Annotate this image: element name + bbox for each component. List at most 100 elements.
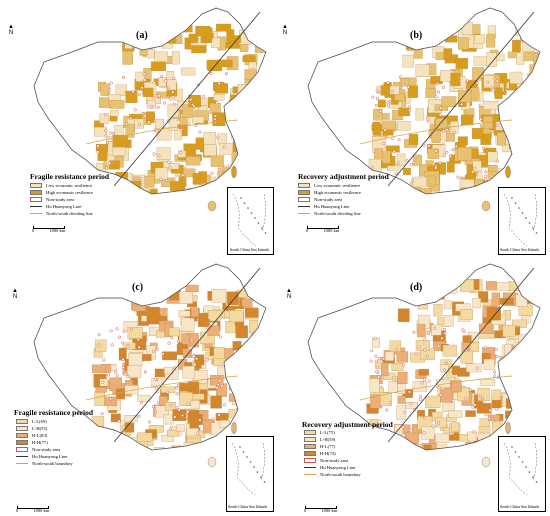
legend-line-symbol: [16, 463, 28, 464]
china-map: [33, 7, 267, 212]
legend: Low economic resilience High economic res…: [30, 182, 93, 217]
legend-label: H-L(83): [32, 433, 48, 438]
map-panel-b: ▲ N (b) Recovery adjustment period Low ec…: [276, 2, 548, 258]
scale-bar-line: [305, 506, 337, 509]
panel-label: (d): [410, 282, 423, 293]
north-arrow-icon: ▲ N: [282, 24, 288, 36]
map-panel-c: ▲ N (c) Fragile resistance period L-L(69)…: [2, 258, 274, 514]
south-china-sea-inset: [498, 187, 546, 255]
legend-swatch: [298, 190, 310, 195]
inset-map: [503, 193, 538, 247]
legend-item: Low economic resilience: [298, 182, 361, 189]
legend-swatch: [16, 426, 28, 431]
inset-label: South China Sea Islands: [228, 504, 267, 509]
legend-label: Non-study area: [314, 197, 343, 202]
south-china-sea-inset: [226, 436, 274, 512]
inset-map: [231, 442, 266, 496]
legend-label: L-H(59): [320, 437, 336, 442]
legend-item: Low economic resilience: [30, 182, 93, 189]
panel-label: (b): [410, 30, 423, 41]
legend-line-symbol: [304, 467, 316, 468]
legend-label: Hu Huanyong Line: [314, 204, 350, 209]
china-map: [307, 7, 541, 212]
south-china-sea-inset: [498, 436, 546, 512]
legend-label: Low economic resilience: [46, 183, 93, 188]
map-panel-a: ▲ N (a) Fragile resistance period Low eco…: [2, 2, 274, 258]
legend-swatch: [304, 451, 316, 456]
legend-line-symbol: [304, 474, 316, 475]
legend-label: Hu Huanyong Line: [32, 454, 68, 459]
panel-label: (c): [132, 282, 144, 293]
legend-line-symbol: [298, 213, 310, 214]
legend-line-symbol: [16, 456, 28, 457]
north-arrow-icon: ▲ N: [8, 24, 14, 36]
legend-label: Low economic resilience: [314, 183, 361, 188]
legend: L-L(75) L-H(59) H-L(77) H-H(74) Non-study ar…: [304, 429, 361, 478]
panel-title: Fragile resistance period: [14, 408, 94, 417]
legend: L-L(69) L-H(55) H-L(83) H-H(77) Non-study ar…: [16, 418, 73, 467]
legend-item: Hu Huanyong Line: [304, 464, 361, 471]
legend-label: H-H(74): [320, 451, 336, 456]
scale-bar: 0 1000 km: [16, 508, 50, 513]
legend-swatch: [304, 444, 316, 449]
inset-label: South China Sea Islands: [500, 504, 539, 509]
legend-item: Hu Huanyong Line: [30, 203, 93, 210]
legend-label: High economic resilience: [46, 190, 93, 195]
panel-title: Fragile resistance period: [30, 172, 110, 181]
legend-item: L-L(69): [16, 418, 73, 425]
legend-swatch: [304, 430, 316, 435]
legend-label: North-south boundary: [320, 472, 361, 477]
legend-label: L-L(75): [320, 430, 335, 435]
legend-item: Hu Huanyong Line: [16, 453, 73, 460]
china-map: [307, 263, 541, 468]
legend-line-symbol: [298, 206, 310, 207]
inset-label: South China Sea Islands: [500, 247, 539, 252]
legend-line-symbol: [30, 213, 42, 214]
legend-item: North-south boundary: [304, 471, 361, 478]
inset-map: [232, 193, 267, 247]
inset-label: South China Sea Islands: [230, 247, 269, 252]
legend-label: H-L(77): [320, 444, 336, 449]
panel-label: (a): [136, 30, 148, 41]
scale-bar-line: [17, 506, 49, 509]
legend-item: North-south dividing line: [298, 210, 361, 217]
legend-item: L-L(75): [304, 429, 361, 436]
legend-item: H-L(77): [304, 443, 361, 450]
legend-item: Non-study area: [304, 457, 361, 464]
legend-label: North-south boundary: [32, 461, 73, 466]
legend-swatch: [30, 197, 42, 202]
legend-swatch: [30, 190, 42, 195]
scale-bar: 0 1000 km: [304, 508, 338, 513]
legend-item: High economic resilience: [298, 189, 361, 196]
legend-label: Non-study area: [46, 197, 75, 202]
legend-swatch: [16, 433, 28, 438]
legend-item: Non-study area: [298, 196, 361, 203]
china-map: [33, 263, 267, 468]
map-panel-d: ▲ N (d) Recovery adjustment period L-L(75…: [276, 258, 548, 514]
legend-label: North-south dividing line: [46, 211, 93, 216]
legend-swatch: [16, 447, 28, 452]
legend: Low economic resilience High economic res…: [298, 182, 361, 217]
legend-item: Non-study area: [30, 196, 93, 203]
legend-label: Non-study area: [32, 447, 61, 452]
south-china-sea-inset: [227, 187, 274, 255]
legend-swatch: [16, 419, 28, 424]
legend-item: North-south dividing line: [30, 210, 93, 217]
scale-bar-line: [33, 226, 65, 229]
panel-title: Recovery adjustment period: [302, 420, 393, 429]
legend-item: H-H(74): [304, 450, 361, 457]
legend-swatch: [298, 183, 310, 188]
legend-label: H-H(77): [32, 440, 48, 445]
north-arrow-icon: ▲ N: [286, 288, 292, 300]
legend-label: High economic resilience: [314, 190, 361, 195]
legend-label: North-south dividing line: [314, 211, 361, 216]
legend-item: High economic resilience: [30, 189, 93, 196]
legend-label: L-L(69): [32, 419, 47, 424]
legend-label: L-H(55): [32, 426, 48, 431]
legend-item: Hu Huanyong Line: [298, 203, 361, 210]
legend-item: L-H(55): [16, 425, 73, 432]
legend-item: H-H(77): [16, 439, 73, 446]
legend-item: North-south boundary: [16, 460, 73, 467]
north-arrow-icon: ▲ N: [12, 288, 18, 300]
legend-swatch: [16, 440, 28, 445]
